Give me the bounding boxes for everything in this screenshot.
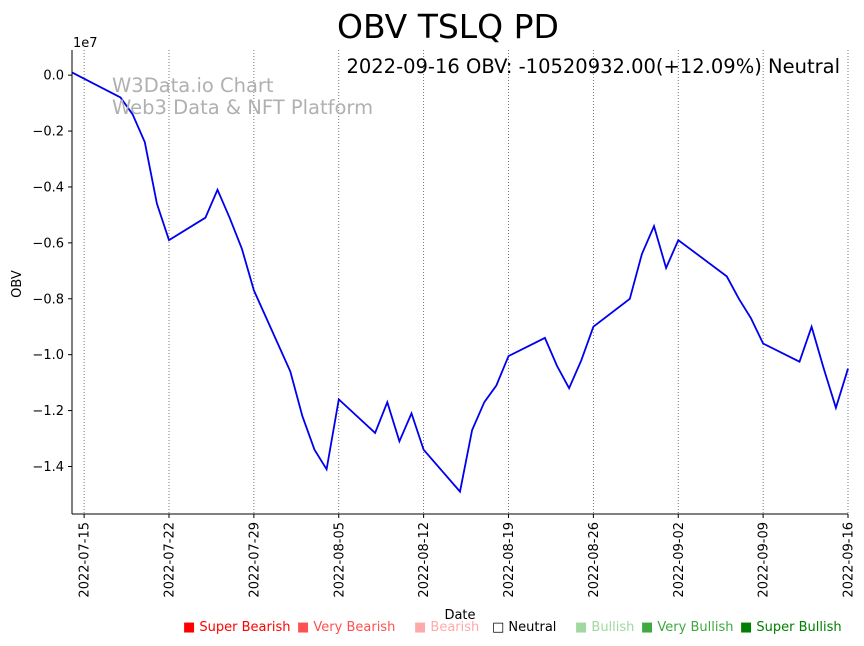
x-tick-label: 2022-07-15 <box>78 522 93 598</box>
sentiment-legend: ■ Super Bearish ■ Very Bearish ■ Bearish □ … <box>0 620 864 640</box>
axes <box>71 50 848 515</box>
x-tick-label: 2022-09-02 <box>672 522 687 598</box>
obv-series-line <box>71 71 849 494</box>
obv-annotation: 2022-09-16 OBV: -10520932.00(+12.09%) Ne… <box>346 55 840 78</box>
y-tick-label: 0.0 <box>43 69 64 84</box>
x-gridlines <box>83 50 849 514</box>
legend-item: ■ Super Bullish <box>740 620 842 635</box>
x-tick-label: 2022-08-12 <box>417 522 432 598</box>
x-axis-ticks: 2022-07-15 2022-07-22 2022-07-29 2022-08-05… <box>78 514 857 598</box>
y-tick-label: −0.6 <box>32 236 64 251</box>
y-tick-label: −1.4 <box>32 460 64 475</box>
y-axis-ticks: 0.0 −0.2 −0.4 −0.6 −0.8 −1.0 −1.2 −1.4 <box>32 69 72 475</box>
y-tick-label: −0.8 <box>32 292 64 307</box>
x-tick-label: 2022-08-05 <box>332 522 347 598</box>
legend-item: ■ Super Bearish <box>183 620 291 635</box>
legend-item: ■ Very Bullish <box>641 620 734 635</box>
legend-item: ■ Bearish <box>414 620 480 635</box>
y-tick-label: −0.2 <box>32 125 64 140</box>
x-tick-label: 2022-08-26 <box>587 522 602 598</box>
y-tick-label: −1.0 <box>32 348 64 363</box>
legend-item: ■ Bullish <box>575 620 635 635</box>
x-axis-label: Date <box>444 608 475 623</box>
watermark-line-1: W3Data.io Chart <box>112 74 274 97</box>
y-scale-label: 1e7 <box>73 36 98 51</box>
watermark-line-2: Web3 Data & NFT Platform <box>112 96 373 119</box>
x-tick-label: 2022-07-22 <box>163 522 178 598</box>
y-tick-label: −1.2 <box>32 404 64 419</box>
y-tick-label: −0.4 <box>32 180 64 195</box>
x-tick-label: 2022-08-19 <box>502 522 517 598</box>
legend-item: ■ Very Bearish <box>297 620 396 635</box>
legend-item: □ Neutral <box>492 620 557 635</box>
chart-title: OBV TSLQ PD <box>337 7 559 46</box>
x-tick-label: 2022-09-16 <box>842 522 857 598</box>
x-tick-label: 2022-07-29 <box>247 522 262 598</box>
x-tick-label: 2022-09-09 <box>757 522 772 598</box>
y-axis-label: OBV <box>10 270 25 298</box>
